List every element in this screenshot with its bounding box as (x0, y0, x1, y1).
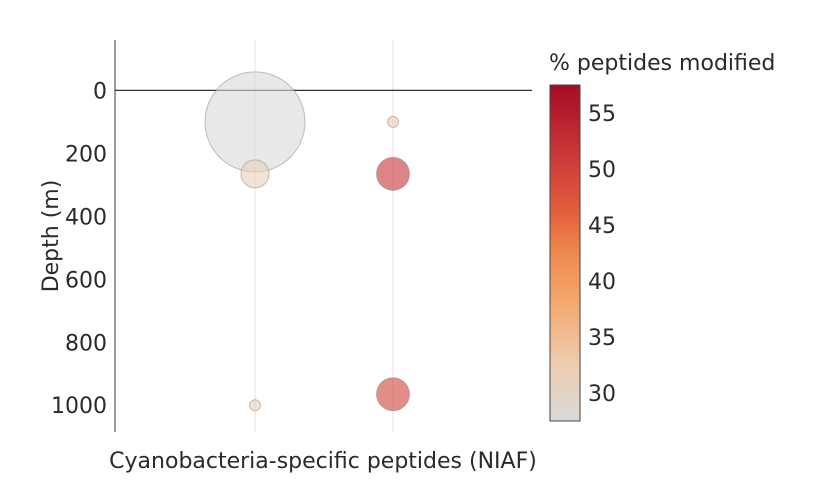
data-point (204, 71, 306, 173)
y-tick-label: 0 (93, 79, 107, 104)
colorbar-gradient (549, 84, 581, 422)
y-tick-label: 400 (65, 205, 107, 230)
colorbar-tick-labels: 30 35 40 45 50 55 (588, 102, 616, 407)
data-point (376, 156, 410, 191)
y-tick-label: 800 (65, 331, 107, 356)
colorbar-tick-label: 35 (588, 326, 616, 351)
y-tick-labels: 0 200 400 600 800 1000 (51, 79, 107, 419)
y-tick-label: 200 (65, 142, 107, 167)
data-point (240, 159, 270, 189)
colorbar-tick-label: 30 (588, 382, 616, 407)
x-axis-title: Cyanobacteria-specific peptides (NIAF) (109, 449, 537, 474)
data-point (387, 115, 399, 128)
y-tick-label: 600 (65, 268, 107, 293)
colorbar-tick-label: 45 (588, 214, 616, 239)
data-points (204, 71, 410, 412)
colorbar-tick-label: 40 (588, 270, 616, 295)
y-axis-title: Depth (m) (39, 180, 64, 293)
data-point (249, 399, 261, 412)
colorbar-tick-label: 55 (588, 102, 616, 127)
colorbar-title: % peptides modified (549, 51, 775, 76)
colorbar: % peptides modified 30 35 40 45 50 55 (549, 51, 775, 422)
colorbar-tick-label: 50 (588, 158, 616, 183)
data-point (376, 377, 410, 412)
y-tick-label: 1000 (51, 394, 107, 419)
